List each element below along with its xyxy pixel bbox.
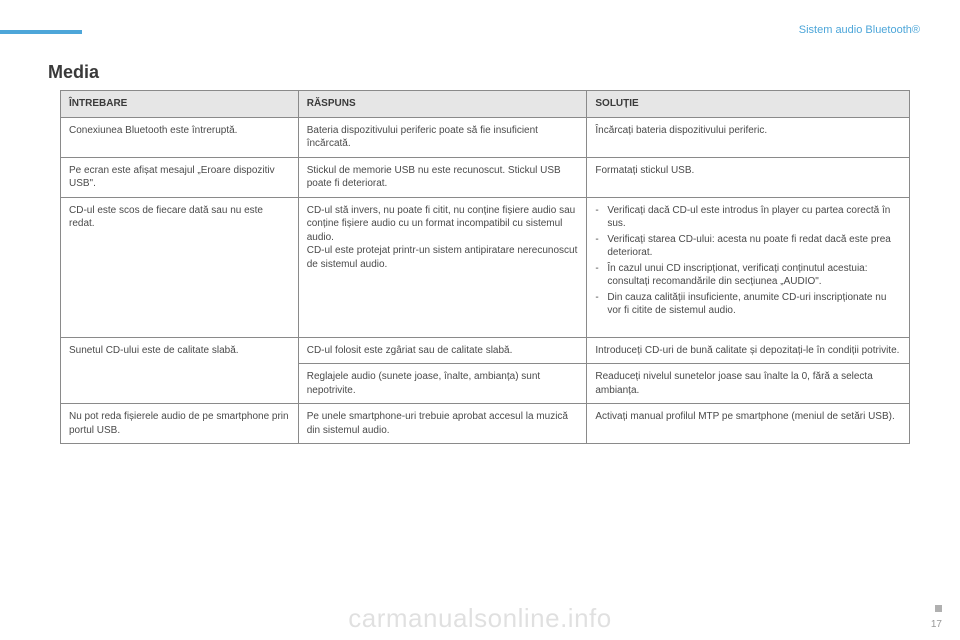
- col-header-answer: RĂSPUNS: [298, 91, 587, 118]
- cell-solution: Readuceți nivelul sunetelor joase sau în…: [587, 364, 910, 404]
- cell-question: Nu pot reda fișierele audio de pe smartp…: [61, 404, 299, 444]
- cell-solution: Încărcați bateria dispozitivului perifer…: [587, 117, 910, 157]
- table-row: Conexiunea Bluetooth este întreruptă. Ba…: [61, 117, 910, 157]
- cell-answer: CD-ul folosit este zgâriat sau de calita…: [298, 337, 587, 364]
- list-item: Din cauza calității insuficiente, anumit…: [595, 291, 901, 318]
- cell-answer: Stickul de memorie USB nu este recunoscu…: [298, 157, 587, 197]
- cell-solution: Activați manual profilul MTP pe smartpho…: [587, 404, 910, 444]
- watermark: carmanualsonline.info: [0, 603, 960, 634]
- answer-line: CD-ul stă invers, nu poate fi citit, nu …: [307, 204, 579, 245]
- cell-solution: Formatați stickul USB.: [587, 157, 910, 197]
- cell-answer: Reglajele audio (sunete joase, înalte, a…: [298, 364, 587, 404]
- cell-solution: Verificați dacă CD-ul este introdus în p…: [587, 197, 910, 337]
- cell-answer: Bateria dispozitivului periferic poate s…: [298, 117, 587, 157]
- table-row: Sunetul CD-ului este de calitate slabă. …: [61, 337, 910, 364]
- page-title: Media: [48, 62, 99, 83]
- table-row: CD-ul este scos de fiecare dată sau nu e…: [61, 197, 910, 337]
- cell-answer: CD-ul stă invers, nu poate fi citit, nu …: [298, 197, 587, 337]
- solution-list: Verificați dacă CD-ul este introdus în p…: [595, 204, 901, 318]
- col-header-question: ÎNTREBARE: [61, 91, 299, 118]
- cell-question: Conexiunea Bluetooth este întreruptă.: [61, 117, 299, 157]
- breadcrumb: Sistem audio Bluetooth®: [799, 24, 920, 36]
- faq-table: ÎNTREBARE RĂSPUNS SOLUȚIE Conexiunea Blu…: [60, 90, 910, 444]
- cell-question: CD-ul este scos de fiecare dată sau nu e…: [61, 197, 299, 337]
- answer-line: CD-ul este protejat printr-un sistem ant…: [307, 244, 579, 271]
- table-row: Nu pot reda fișierele audio de pe smartp…: [61, 404, 910, 444]
- cell-question: Sunetul CD-ului este de calitate slabă.: [61, 337, 299, 404]
- cell-question: Pe ecran este afișat mesajul „Eroare dis…: [61, 157, 299, 197]
- col-header-solution: SOLUȚIE: [587, 91, 910, 118]
- cell-solution: Introduceți CD-uri de bună calitate și d…: [587, 337, 910, 364]
- list-item: În cazul unui CD inscripționat, verifica…: [595, 262, 901, 289]
- table-body: Conexiunea Bluetooth este întreruptă. Ba…: [61, 117, 910, 444]
- accent-bar: [0, 30, 82, 34]
- list-item: Verificați dacă CD-ul este introdus în p…: [595, 204, 901, 231]
- table-row: Pe ecran este afișat mesajul „Eroare dis…: [61, 157, 910, 197]
- cell-answer: Pe unele smartphone-uri trebuie aprobat …: [298, 404, 587, 444]
- list-item: Verificați starea CD-ului: acesta nu poa…: [595, 233, 901, 260]
